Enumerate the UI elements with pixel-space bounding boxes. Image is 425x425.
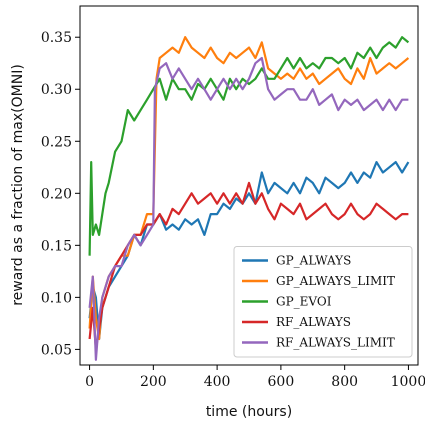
- x-axis-label: time (hours): [206, 404, 292, 420]
- x-tick-label: 1000: [391, 374, 425, 390]
- series-layer: [88, 36, 410, 361]
- ticks-layer: 0 200 400 600 800 1000 0.05 0.10 0.15 0.20 0.25 0.3…: [41, 30, 425, 390]
- y-tick-label: 0.15: [41, 238, 72, 254]
- legend-entry: GP_ALWAYS: [276, 254, 351, 268]
- plot-frame: [79, 5, 419, 366]
- y-tick-label: 0.30: [41, 82, 72, 98]
- x-tick-label: 400: [204, 374, 231, 390]
- x-tick-label: 0: [85, 374, 94, 390]
- x-tick-label: 600: [268, 374, 295, 390]
- legend-entry: RF_ALWAYS_LIMIT: [276, 336, 395, 350]
- series-line-rf-always-limit: [88, 56, 409, 361]
- legend-entry: RF_ALWAYS: [276, 315, 351, 329]
- y-tick-label: 0.20: [41, 186, 72, 202]
- y-tick-label: 0.05: [41, 342, 72, 358]
- x-tick-label: 800: [331, 374, 358, 390]
- series-line-gp-evoi: [88, 36, 410, 256]
- y-tick-label: 0.35: [41, 30, 72, 46]
- legend-box: [233, 246, 413, 358]
- legend-entry: GP_EVOI: [276, 295, 332, 309]
- legend-entry: GP_ALWAYS_LIMIT: [276, 274, 395, 288]
- y-tick-label: 0.10: [41, 290, 72, 306]
- x-tick-label: 200: [140, 374, 167, 390]
- y-tick-label: 0.25: [41, 134, 72, 150]
- y-axis-label: reward as a fraction of max(OMNI): [10, 64, 26, 306]
- legend: GP_ALWAYS GP_ALWAYS_LIMIT GP_EVOI RF_ALWAYS…: [233, 246, 413, 358]
